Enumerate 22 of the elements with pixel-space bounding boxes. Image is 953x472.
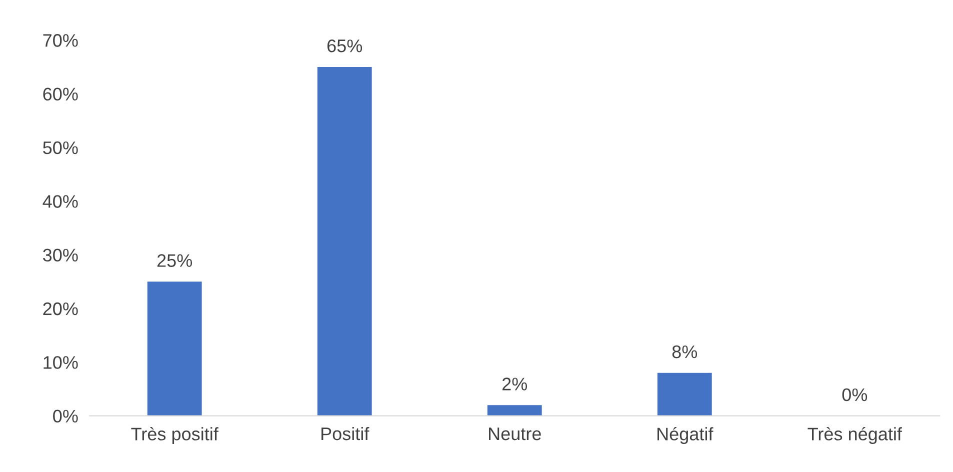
x-tick-label: Positif [322,426,370,440]
data-label: 0% [842,388,868,402]
bar [317,66,372,416]
y-tick-label: 20% [43,302,78,316]
bar [147,282,202,416]
bar [657,372,712,416]
y-tick-label: 0% [53,410,78,423]
y-tick-label: 30% [43,248,78,262]
y-tick-label: 70% [43,34,78,47]
x-tick-label: Négatif [658,426,714,444]
y-tick-label: 60% [43,88,78,101]
bar [487,405,542,416]
x-tick-label: Très négatif [808,426,902,444]
data-label: 2% [502,378,528,390]
data-label: 25% [157,254,192,267]
data-label: 8% [672,345,698,358]
y-tick-label: 40% [42,195,78,208]
y-tick-label: 10% [44,356,78,369]
x-tick-label: Très positif [131,426,218,444]
data-label: 65% [327,39,362,52]
y-tick-label: 50% [43,141,78,154]
x-tick-label: Neutre [489,428,541,440]
